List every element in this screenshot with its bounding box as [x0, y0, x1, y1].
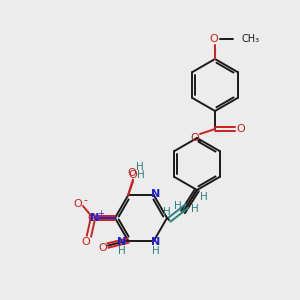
Text: N: N [117, 236, 126, 247]
Text: -: - [83, 195, 87, 205]
Text: H: H [163, 207, 171, 217]
Text: CH₃: CH₃ [241, 34, 259, 44]
Text: H: H [137, 170, 145, 181]
Text: H: H [200, 192, 208, 202]
Text: O: O [88, 213, 96, 223]
Text: O: O [129, 170, 137, 181]
Text: O: O [82, 237, 90, 247]
Text: O: O [74, 199, 82, 209]
Text: O: O [237, 124, 245, 134]
Text: +: + [98, 208, 104, 217]
Text: O: O [190, 133, 200, 143]
Text: O: O [128, 169, 136, 178]
Text: N: N [90, 213, 100, 223]
Text: O: O [210, 34, 218, 44]
Text: N: N [152, 236, 160, 247]
Text: H: H [152, 245, 160, 256]
Text: H: H [174, 201, 182, 211]
Text: H: H [191, 204, 199, 214]
Text: H: H [118, 245, 126, 256]
Text: N: N [152, 190, 160, 200]
Text: H: H [136, 163, 144, 172]
Text: O: O [99, 242, 107, 253]
